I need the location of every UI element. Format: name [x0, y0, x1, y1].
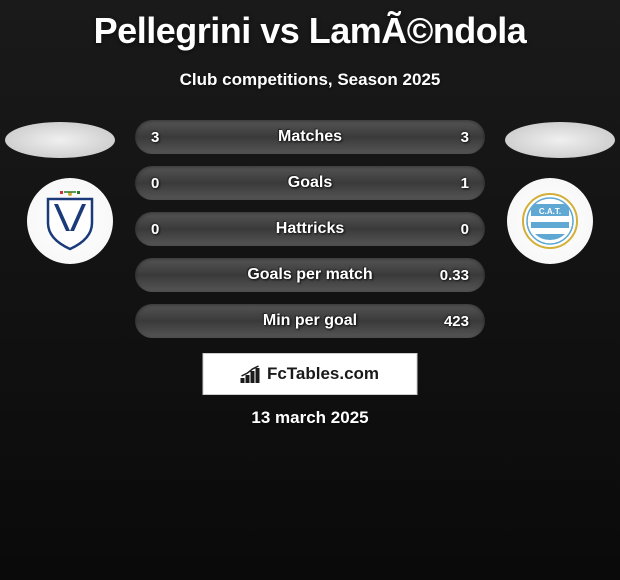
stat-left-value: 0 [151, 175, 191, 192]
stat-label: Hattricks [276, 220, 344, 238]
branding-box: FcTables.com [203, 353, 418, 395]
player-placeholder-right [505, 122, 615, 158]
stat-right-value: 0.33 [429, 267, 469, 284]
date-text: 13 march 2025 [251, 408, 368, 428]
svg-text:C.A.T.: C.A.T. [539, 207, 561, 216]
stat-row-hattricks: 0 Hattricks 0 [135, 212, 485, 246]
stat-row-goals-per-match: Goals per match 0.33 [135, 258, 485, 292]
stat-row-matches: 3 Matches 3 [135, 120, 485, 154]
stat-right-value: 0 [429, 221, 469, 238]
stat-label: Goals per match [247, 266, 372, 284]
stat-right-value: 3 [429, 129, 469, 146]
subtitle: Club competitions, Season 2025 [0, 70, 620, 90]
crest-left [27, 178, 113, 264]
stat-label: Min per goal [263, 312, 357, 330]
page-title: Pellegrini vs LamÃ©ndola [0, 0, 620, 52]
stats-container: 3 Matches 3 0 Goals 1 0 Hattricks 0 Goal… [135, 120, 485, 350]
stat-row-min-per-goal: Min per goal 423 [135, 304, 485, 338]
stat-left-value: 3 [151, 129, 191, 146]
stat-row-goals: 0 Goals 1 [135, 166, 485, 200]
branding-text: FcTables.com [267, 364, 379, 384]
chart-icon [241, 365, 263, 383]
velez-shield-icon [44, 191, 96, 251]
stat-left-value: 0 [151, 221, 191, 238]
stat-label: Matches [278, 128, 342, 146]
crest-right: C.A.T. [507, 178, 593, 264]
stat-right-value: 1 [429, 175, 469, 192]
stat-label: Goals [288, 174, 332, 192]
atletico-shield-icon: C.A.T. [521, 192, 579, 250]
stat-right-value: 423 [429, 313, 469, 330]
player-placeholder-left [5, 122, 115, 158]
